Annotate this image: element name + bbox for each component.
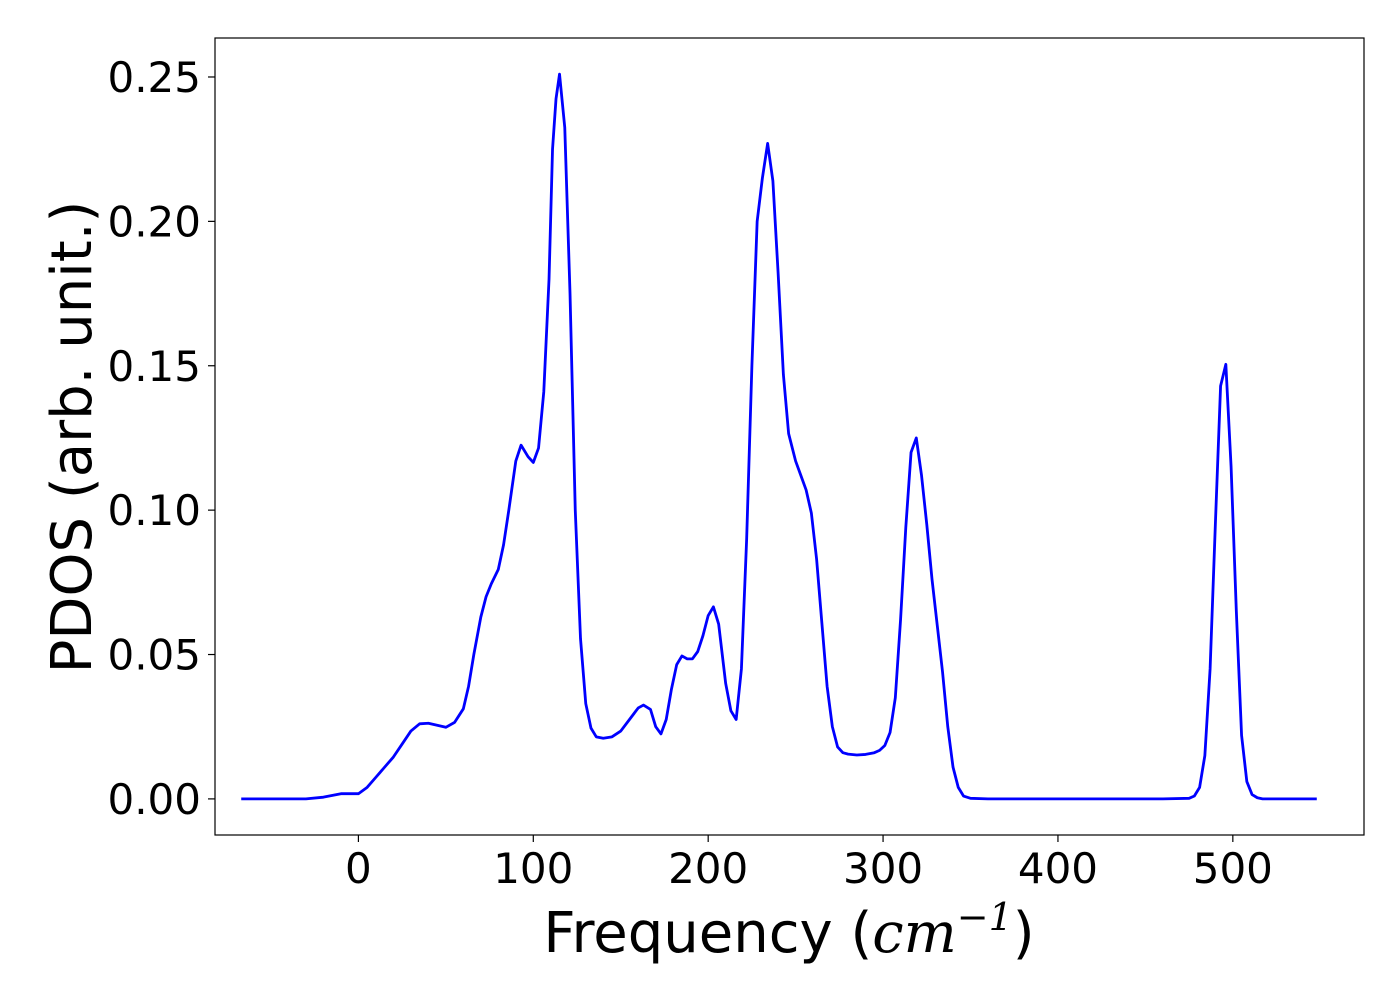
y-axis-title: PDOS (arb. unit.) — [40, 201, 105, 674]
x-axis-title-exponent: −1 — [957, 895, 1013, 939]
x-tick-label: 400 — [1018, 844, 1098, 893]
x-axis-title-math: cm — [872, 901, 956, 966]
y-tick-label: 0.10 — [107, 486, 201, 535]
pdos-series-line — [241, 72, 1317, 801]
x-axis-title-main: Frequency ( — [543, 901, 872, 966]
x-tick-label: 200 — [668, 844, 748, 893]
x-tick-label: 100 — [493, 844, 573, 893]
x-tick-label: 300 — [843, 844, 923, 893]
plot-frame — [214, 37, 1365, 836]
x-axis-ticks: 0 100 200 300 400 500 — [345, 835, 1273, 893]
y-axis-ticks: 0.00 0.05 0.10 0.15 0.20 0.25 — [107, 53, 215, 824]
y-tick-label: 0.05 — [107, 631, 201, 680]
y-tick-label: 0.15 — [107, 342, 201, 391]
x-axis-title-close: ) — [1013, 901, 1035, 966]
y-tick-label: 0.00 — [107, 775, 201, 824]
x-axis-title: Frequency (cm−1) — [543, 895, 1034, 966]
x-tick-label: 0 — [345, 844, 372, 893]
x-tick-label: 500 — [1193, 844, 1273, 893]
y-tick-label: 0.20 — [107, 197, 201, 246]
y-tick-label: 0.25 — [107, 53, 201, 102]
